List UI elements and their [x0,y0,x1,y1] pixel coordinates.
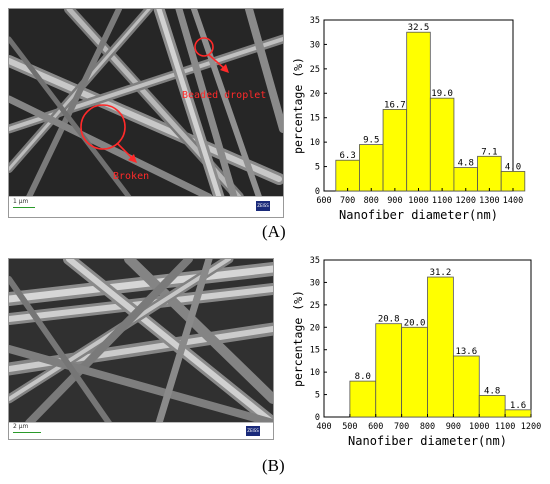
x-tick-label: 700 [394,422,409,432]
sem-info-bar-b: 2 μm ZEISS [9,422,273,439]
y-tick-label: 0 [315,413,320,423]
x-tick-label: 1300 [479,196,499,206]
y-tick-label: 25 [310,301,320,311]
y-tick-label: 30 [310,40,320,50]
bar [427,276,454,418]
bar-value-label: 7.1 [481,147,497,157]
bar [429,97,455,192]
scale-bar-a [13,207,35,208]
y-tick-label: 15 [310,346,320,356]
zeiss-logo-b: ZEISS [246,426,260,436]
histogram-b: 8.0 20.8 20.0 31.2 13.6 4.8 1.6 0 5 10 15 20 25 30 35 4… [291,256,541,448]
sem-fibers-a: Beaded droplet Broken [9,9,283,197]
bar-value-label: 6.3 [339,151,355,161]
broken-arrow [116,142,134,160]
panel-label-b: (B) [262,456,285,475]
x-tick-label: 400 [316,422,331,432]
beaded-droplet-marker [194,37,214,57]
y-tick-label: 20 [310,89,320,99]
bar-value-label: 20.0 [404,318,426,328]
bar [359,144,384,192]
bar [504,409,532,418]
x-tick-label: 1100 [432,196,452,206]
bar [478,395,506,418]
y-tick-label: 30 [310,278,320,288]
bar-value-label: 13.6 [455,347,477,357]
broken-label: Broken [113,171,149,182]
x-axis-label: Nanofiber diameter(nm) [348,434,507,448]
bar-value-label: 1.6 [510,401,526,411]
bar-value-label: 32.5 [408,23,430,33]
bar-value-label: 4.8 [484,386,500,396]
sem-image-a: Beaded droplet Broken 1 μm ZEISS [8,8,284,218]
x-tick-label: 700 [340,196,355,206]
y-tick-label: 20 [310,323,320,333]
y-tick-label: 15 [310,114,320,124]
scale-label-b: 2 μm [13,423,29,430]
x-tick-label: 800 [420,422,435,432]
y-tick-label: 0 [315,187,320,197]
sem-fibers-b [9,259,273,423]
sem-info-bar-a: 1 μm ZEISS [9,196,283,217]
x-tick-label: 600 [368,422,383,432]
scale-bar-b [13,432,41,433]
broken-marker [80,104,126,150]
y-axis-label: percentage (%) [291,57,305,154]
x-tick-label: 1200 [456,196,476,206]
zeiss-logo-a: ZEISS [256,201,270,211]
bar-value-label: 8.0 [355,372,371,382]
bar-value-label: 20.8 [378,315,400,325]
panel-label-a: (A) [262,222,286,241]
beaded-droplet-label: Beaded droplet [182,90,266,101]
histogram-a: 6.3 9.5 16.7 32.5 19.0 4.8 7.1 4.0 0 5 10 15 20 25 30 3… [291,16,526,222]
x-tick-label: 1200 [521,422,541,432]
droplet-arrow [208,54,226,70]
y-tick-label: 5 [315,391,320,401]
x-tick-label: 900 [387,196,402,206]
bar [452,355,480,418]
x-tick-label: 500 [342,422,357,432]
bar [477,155,502,192]
x-axis-label: Nanofiber diameter(nm) [339,208,498,222]
sem-image-b: 2 μm ZEISS [8,258,274,440]
bar-value-label: 4.0 [505,162,521,172]
bar-value-label: 9.5 [363,136,379,146]
bar [375,323,403,418]
y-tick-label: 35 [310,256,320,266]
scale-label-a: 1 μm [13,198,29,205]
bar-value-label: 16.7 [384,100,406,110]
bar-value-label: 4.8 [458,159,474,169]
y-tick-label: 10 [310,138,320,148]
y-tick-label: 5 [315,163,320,173]
bar [406,31,431,192]
y-tick-label: 35 [310,16,320,26]
bar-value-label: 31.2 [430,268,452,278]
x-tick-label: 1100 [495,422,515,432]
bar [349,380,377,418]
x-tick-label: 600 [316,196,331,206]
bar [335,159,360,192]
y-tick-label: 25 [310,65,320,75]
bar [453,167,478,192]
y-tick-label: 10 [310,368,320,378]
x-tick-label: 800 [364,196,379,206]
x-tick-label: 1400 [503,196,523,206]
bar [382,109,408,192]
x-tick-label: 900 [446,422,461,432]
bar-value-label: 19.0 [431,89,453,99]
x-tick-label: 1000 [469,422,489,432]
x-tick-label: 1000 [408,196,428,206]
bar [401,326,428,418]
y-axis-label: percentage (%) [291,290,305,387]
